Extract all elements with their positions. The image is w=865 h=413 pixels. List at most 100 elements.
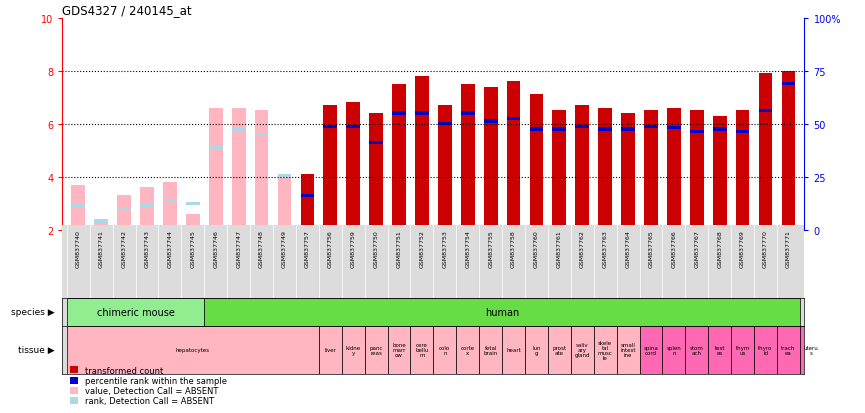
Bar	[324, 106, 337, 230]
Bar	[575, 106, 589, 230]
Bar	[392, 112, 406, 115]
Text: test
es: test es	[714, 345, 725, 355]
Text: GSM837750: GSM837750	[374, 230, 379, 267]
Text: GSM837766: GSM837766	[671, 230, 676, 267]
Bar	[685, 326, 708, 374]
Bar	[800, 326, 823, 374]
Text: thym
us: thym us	[735, 345, 750, 355]
Bar	[433, 326, 456, 374]
Text: GSM837761: GSM837761	[557, 230, 562, 267]
Bar	[507, 117, 521, 121]
Bar	[575, 126, 589, 128]
Text: spina
cord: spina cord	[644, 345, 658, 355]
Bar	[232, 109, 246, 230]
Bar	[254, 111, 268, 230]
Text: prost
ate: prost ate	[553, 345, 567, 355]
Text: GSM837744: GSM837744	[168, 230, 172, 268]
Bar	[690, 111, 703, 230]
Text: colo
n: colo n	[439, 345, 451, 355]
Text: chimeric mouse: chimeric mouse	[97, 307, 175, 317]
Bar	[300, 175, 314, 230]
Bar	[232, 128, 246, 131]
Bar	[140, 205, 154, 208]
Text: trach
ea: trach ea	[781, 345, 796, 355]
Bar	[529, 128, 543, 131]
Bar	[782, 83, 795, 86]
Text: GSM837746: GSM837746	[214, 230, 218, 267]
Bar	[525, 326, 548, 374]
Bar	[365, 326, 388, 374]
Legend: transformed count, percentile rank within the sample, value, Detection Call = AB: transformed count, percentile rank withi…	[67, 363, 230, 409]
Bar	[553, 111, 567, 230]
Bar	[186, 202, 200, 205]
Bar	[644, 126, 658, 128]
Bar	[617, 326, 639, 374]
Text: GSM837765: GSM837765	[649, 230, 653, 267]
Bar	[667, 109, 681, 230]
Text: GSM837745: GSM837745	[190, 230, 195, 267]
Bar	[667, 127, 681, 130]
Text: bone
marr
ow: bone marr ow	[392, 342, 406, 358]
Text: GSM837749: GSM837749	[282, 230, 287, 268]
Bar	[736, 131, 749, 134]
Bar	[300, 194, 314, 197]
Text: tissue ▶: tissue ▶	[18, 346, 54, 354]
Text: kidne
y: kidne y	[346, 345, 361, 355]
Bar	[644, 111, 658, 230]
Bar	[438, 123, 452, 126]
Bar	[163, 183, 176, 230]
Bar	[369, 114, 383, 230]
Text: GSM837743: GSM837743	[144, 230, 150, 268]
Bar	[94, 219, 108, 230]
Bar	[118, 207, 131, 211]
Bar	[346, 103, 360, 230]
Bar	[461, 85, 475, 230]
Text: heart: heart	[506, 347, 521, 353]
Bar	[713, 128, 727, 131]
Bar	[208, 147, 222, 150]
Text: small
intest
ine: small intest ine	[620, 342, 636, 358]
Text: GSM837741: GSM837741	[99, 230, 104, 267]
Text: thyro
id: thyro id	[759, 345, 772, 355]
Bar	[72, 185, 85, 230]
Text: GSM837740: GSM837740	[76, 230, 80, 267]
Bar	[736, 111, 749, 230]
Bar	[663, 326, 685, 374]
Text: GSM837768: GSM837768	[717, 230, 722, 267]
Text: uteru
s: uteru s	[804, 345, 818, 355]
Bar	[346, 126, 360, 128]
Bar	[438, 106, 452, 230]
Bar	[342, 326, 365, 374]
Text: GSM837758: GSM837758	[511, 230, 516, 267]
Bar	[461, 112, 475, 115]
Bar	[502, 326, 525, 374]
Bar	[415, 112, 429, 115]
Bar	[94, 221, 108, 224]
Text: saliv
ary
gland: saliv ary gland	[574, 342, 590, 358]
Bar	[278, 174, 292, 178]
Bar	[708, 326, 731, 374]
Text: GSM837762: GSM837762	[580, 230, 585, 267]
Text: GSM837742: GSM837742	[122, 230, 126, 268]
Bar	[599, 109, 612, 230]
Bar	[204, 298, 800, 326]
Text: GSM837760: GSM837760	[534, 230, 539, 267]
Bar	[319, 326, 342, 374]
Text: GSM837764: GSM837764	[625, 230, 631, 267]
Text: GSM837756: GSM837756	[328, 230, 333, 267]
Bar	[529, 95, 543, 230]
Text: GSM837752: GSM837752	[420, 230, 425, 267]
Bar	[278, 175, 292, 230]
Bar	[621, 114, 635, 230]
Text: GSM837757: GSM837757	[304, 230, 310, 267]
Bar	[731, 326, 754, 374]
Bar	[754, 326, 777, 374]
Text: human: human	[485, 307, 519, 317]
Bar	[690, 131, 703, 134]
Text: GDS4327 / 240145_at: GDS4327 / 240145_at	[62, 5, 192, 17]
Text: GSM837767: GSM837767	[695, 230, 699, 267]
Text: liver: liver	[324, 347, 336, 353]
Text: species ▶: species ▶	[11, 308, 54, 317]
Bar	[67, 298, 204, 326]
Text: GSM837751: GSM837751	[396, 230, 401, 267]
